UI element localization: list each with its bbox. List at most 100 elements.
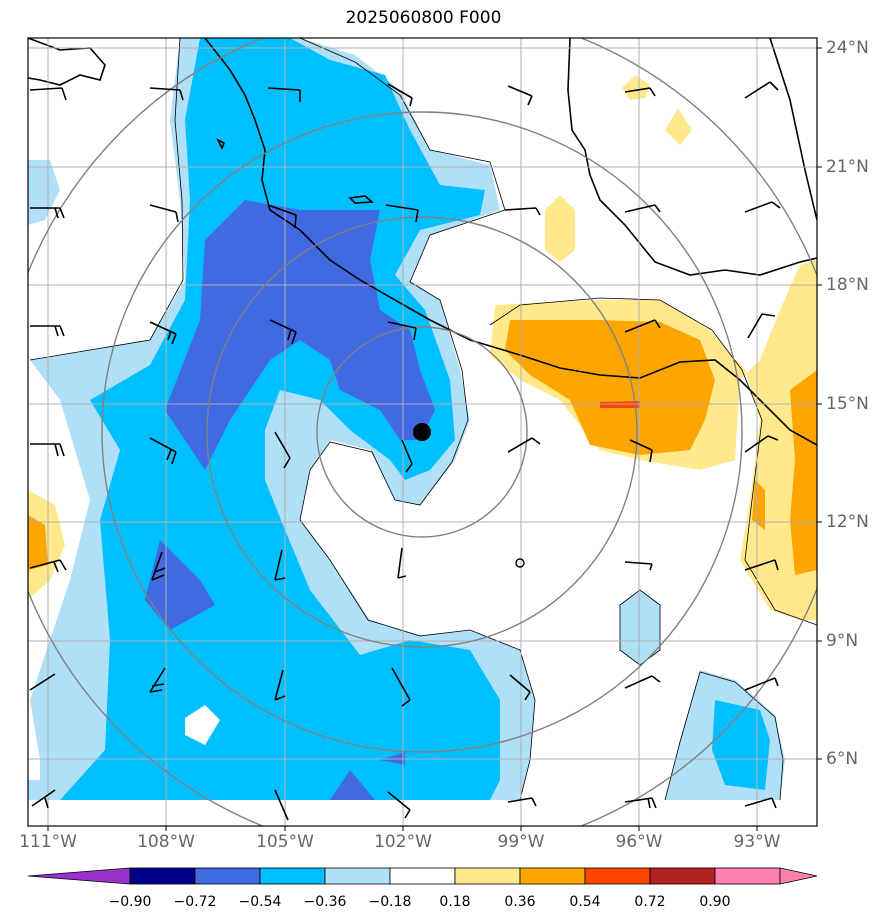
shade-light-blue-sw xyxy=(28,780,65,800)
wind-barb xyxy=(30,443,65,457)
wind-barb xyxy=(401,439,413,473)
wind-barb xyxy=(397,547,407,579)
wind-barb xyxy=(267,87,301,102)
wind-barb xyxy=(274,669,286,701)
wind-barb xyxy=(744,797,777,809)
wind-barb xyxy=(387,83,413,107)
wind-barb xyxy=(30,325,65,337)
coastlines xyxy=(28,38,817,446)
colorbar-tick-label: 0.36 xyxy=(504,894,536,910)
wind-barb xyxy=(29,673,56,691)
tick-marks xyxy=(47,47,822,831)
wind-barb xyxy=(391,667,411,707)
lon-tick-label: 102°W xyxy=(374,832,432,852)
contour-2 xyxy=(489,297,817,626)
range-ring-2 xyxy=(206,216,638,648)
wind-barb xyxy=(504,207,541,216)
island-1 xyxy=(348,195,375,204)
wind-barb xyxy=(149,437,177,465)
lon-tick-label: 105°W xyxy=(256,832,314,852)
coast-yucatan xyxy=(769,38,817,221)
wind-barb xyxy=(744,677,779,691)
lat-tick-label: 9°N xyxy=(826,631,859,651)
wind-barb xyxy=(624,87,656,97)
island-2 xyxy=(216,138,226,150)
wind-barb xyxy=(151,551,166,581)
wind-barb xyxy=(149,667,166,693)
shade-orange-se xyxy=(752,480,765,530)
wind-barb xyxy=(744,559,779,571)
wind-barb xyxy=(149,321,177,345)
colorbar-tick-label: 0.18 xyxy=(439,894,471,910)
colorbar-tick-label: 0.72 xyxy=(634,894,666,910)
shade-orange-west xyxy=(28,515,48,570)
wind-barb xyxy=(744,435,779,453)
wind-barb xyxy=(624,561,653,571)
shade-mid-blue-east xyxy=(712,700,770,790)
shade-yellow-n3 xyxy=(665,108,692,145)
wind-barb xyxy=(267,204,297,229)
shade-orange-far-east xyxy=(790,370,817,575)
lat-tick-label: 15°N xyxy=(826,394,869,414)
wind-barb xyxy=(149,204,179,223)
wind-barbs xyxy=(29,81,781,821)
contour-4 xyxy=(619,589,661,666)
colorbar-bin xyxy=(194,867,261,885)
wind-barb xyxy=(30,207,65,219)
lat-tick-label: 18°N xyxy=(826,275,869,295)
colorbar-tick-label: −0.72 xyxy=(173,894,217,910)
wind-barb xyxy=(624,204,661,213)
colorbar-bin xyxy=(649,867,716,885)
shade-light-blue-east1 xyxy=(620,590,660,665)
calm-wind-marker xyxy=(515,558,525,568)
shade-dark-blue-sw xyxy=(145,540,215,630)
coast-mexico-west xyxy=(204,38,817,446)
shade-yellow-n1 xyxy=(545,195,575,262)
contour-3 xyxy=(664,671,784,801)
colorbar-tick-label: −0.90 xyxy=(108,894,152,910)
colorbar-tick-label: 0.54 xyxy=(569,894,601,910)
colorbar-bin xyxy=(454,867,521,885)
wind-barb xyxy=(387,321,417,341)
lon-tick-label: 96°W xyxy=(615,832,663,852)
shade-dark-blue-s xyxy=(330,770,375,800)
wind-barb xyxy=(624,319,661,333)
wind-barb xyxy=(744,81,779,99)
wind-barb xyxy=(629,439,653,463)
wind-barb xyxy=(624,797,657,809)
colorbar-bin xyxy=(584,867,651,885)
wind-barb xyxy=(29,559,67,573)
lat-tick-label: 24°N xyxy=(826,38,869,58)
wind-barb xyxy=(747,313,776,339)
colorbar-tick-label: −0.54 xyxy=(238,894,282,910)
colorbar-bin xyxy=(324,867,391,885)
colorbar-bin xyxy=(259,867,326,885)
chart-title: 2025060800 F000 xyxy=(345,8,502,28)
colorbar-tick-label: 0.90 xyxy=(699,894,731,910)
colorbar-bin xyxy=(129,867,196,885)
range-ring-3 xyxy=(101,111,743,753)
wind-barb xyxy=(274,549,286,581)
colorbar-extend-right xyxy=(779,867,818,885)
coast-gulf xyxy=(567,38,817,276)
lon-tick-label: 93°W xyxy=(733,832,781,852)
storm-center-marker xyxy=(413,423,431,441)
colorbar-bin xyxy=(389,867,456,885)
wind-barb xyxy=(744,201,781,213)
wind-barb xyxy=(29,87,67,101)
wind-barb xyxy=(274,431,291,469)
colorbar-bin xyxy=(519,867,586,885)
wind-barb xyxy=(149,87,184,101)
lon-tick-label: 108°W xyxy=(137,832,195,852)
wind-barb xyxy=(387,791,411,819)
map-frame xyxy=(27,37,818,827)
lon-tick-label: 99°W xyxy=(497,832,545,852)
colorbar-tick-label: −0.18 xyxy=(368,894,412,910)
wind-barb xyxy=(507,85,533,106)
lon-tick-label: 111°W xyxy=(19,832,77,852)
coast-baja xyxy=(28,38,106,86)
colorbar-extend-left xyxy=(27,867,131,885)
range-rings xyxy=(28,38,817,826)
colorbar-tick-label: −0.36 xyxy=(303,894,347,910)
